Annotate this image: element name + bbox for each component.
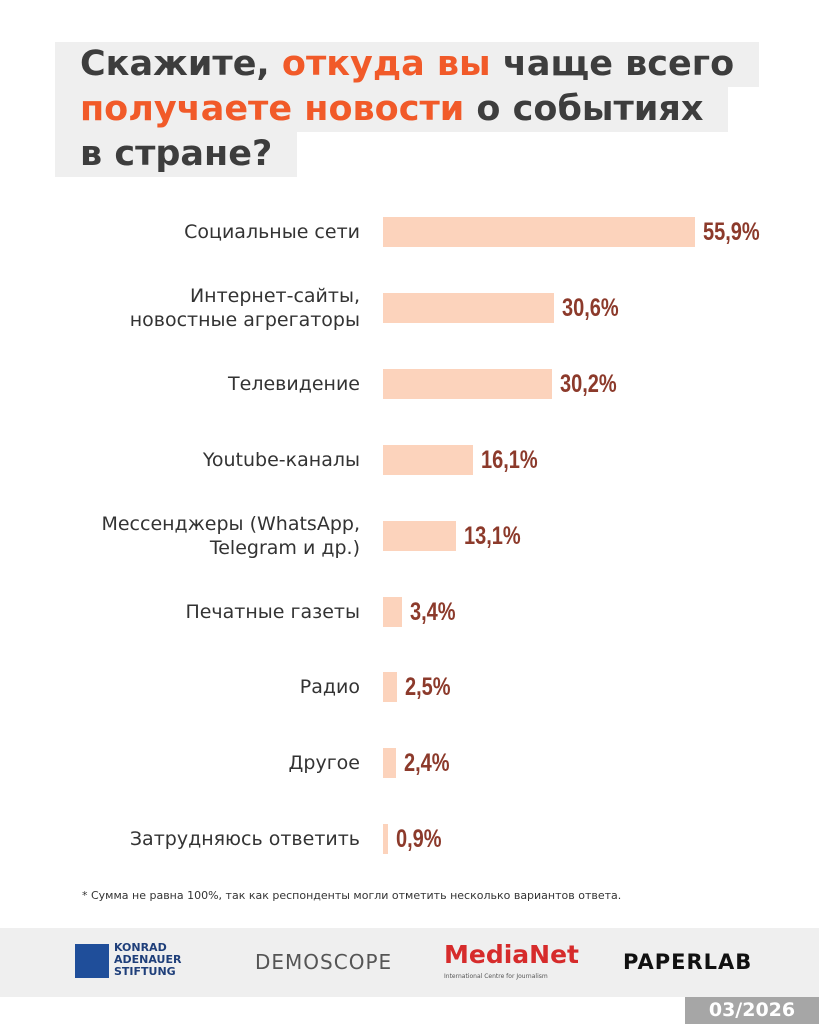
value-label: 30,6% [561, 293, 619, 322]
value-label: 13,1% [464, 521, 521, 550]
bar [383, 217, 695, 247]
value-label: 16,1% [480, 445, 538, 474]
title-line: в стране? [55, 132, 298, 177]
value-label: 2,5% [404, 673, 451, 702]
footnote: * Сумма не равна 100%, так как респонден… [82, 889, 622, 902]
logo-medianet-sub: International Centre for Journalism [444, 973, 548, 980]
title-segment: Скажите, [80, 44, 282, 84]
title-segment: в стране? [80, 134, 273, 174]
logo-medianet: MediaNet [444, 940, 579, 969]
category-label: Социальные сети [184, 221, 360, 243]
category-label: Youtube-каналы [202, 448, 360, 471]
category-label: Телевидение [228, 372, 360, 395]
bar [383, 596, 402, 627]
title-segment: откуда вы [281, 44, 491, 84]
bar [383, 520, 457, 551]
bar [383, 444, 473, 475]
category-label: Другое [288, 752, 360, 775]
category-label: Интернет-сайты, новостные агрегаторы [129, 284, 360, 331]
bar [383, 368, 552, 399]
category-label: Печатные газеты [185, 600, 360, 623]
value-label: 55,9% [703, 218, 760, 246]
value-label: 2,4% [404, 749, 450, 778]
title-line: получаете новости о событиях [55, 87, 729, 132]
logo-kas: KONRAD ADENAUER STIFTUNG [114, 941, 182, 978]
bar [383, 672, 397, 703]
logo-paperlab: PAPERLAB [623, 950, 753, 974]
category-label: Затрудняюсь ответить [129, 828, 360, 851]
category-label: Мессенджеры (WhatsApp, Telegram и др.) [101, 512, 360, 559]
value-label: 0,9% [396, 825, 442, 854]
kas-icon [75, 944, 109, 978]
bar [383, 292, 554, 323]
logo-demoscope: DEMOSCOPE [255, 950, 393, 974]
footer-band: KONRAD ADENAUER STIFTUNG DEMOSCOPE Media… [0, 928, 819, 997]
bar [383, 748, 397, 779]
title-segment: получаете новости [80, 89, 465, 129]
value-label: 3,4% [409, 597, 456, 626]
value-label: 30,2% [559, 369, 617, 398]
title: Скажите, откуда вы чаще всего получаете н… [55, 42, 760, 177]
bar [383, 824, 389, 855]
title-line: Скажите, откуда вы чаще всего [55, 42, 760, 87]
title-segment: о событиях [464, 89, 704, 129]
title-segment: чаще всего [490, 44, 735, 84]
date: 03/2026 [685, 997, 819, 1024]
category-label: Радио [299, 676, 360, 699]
